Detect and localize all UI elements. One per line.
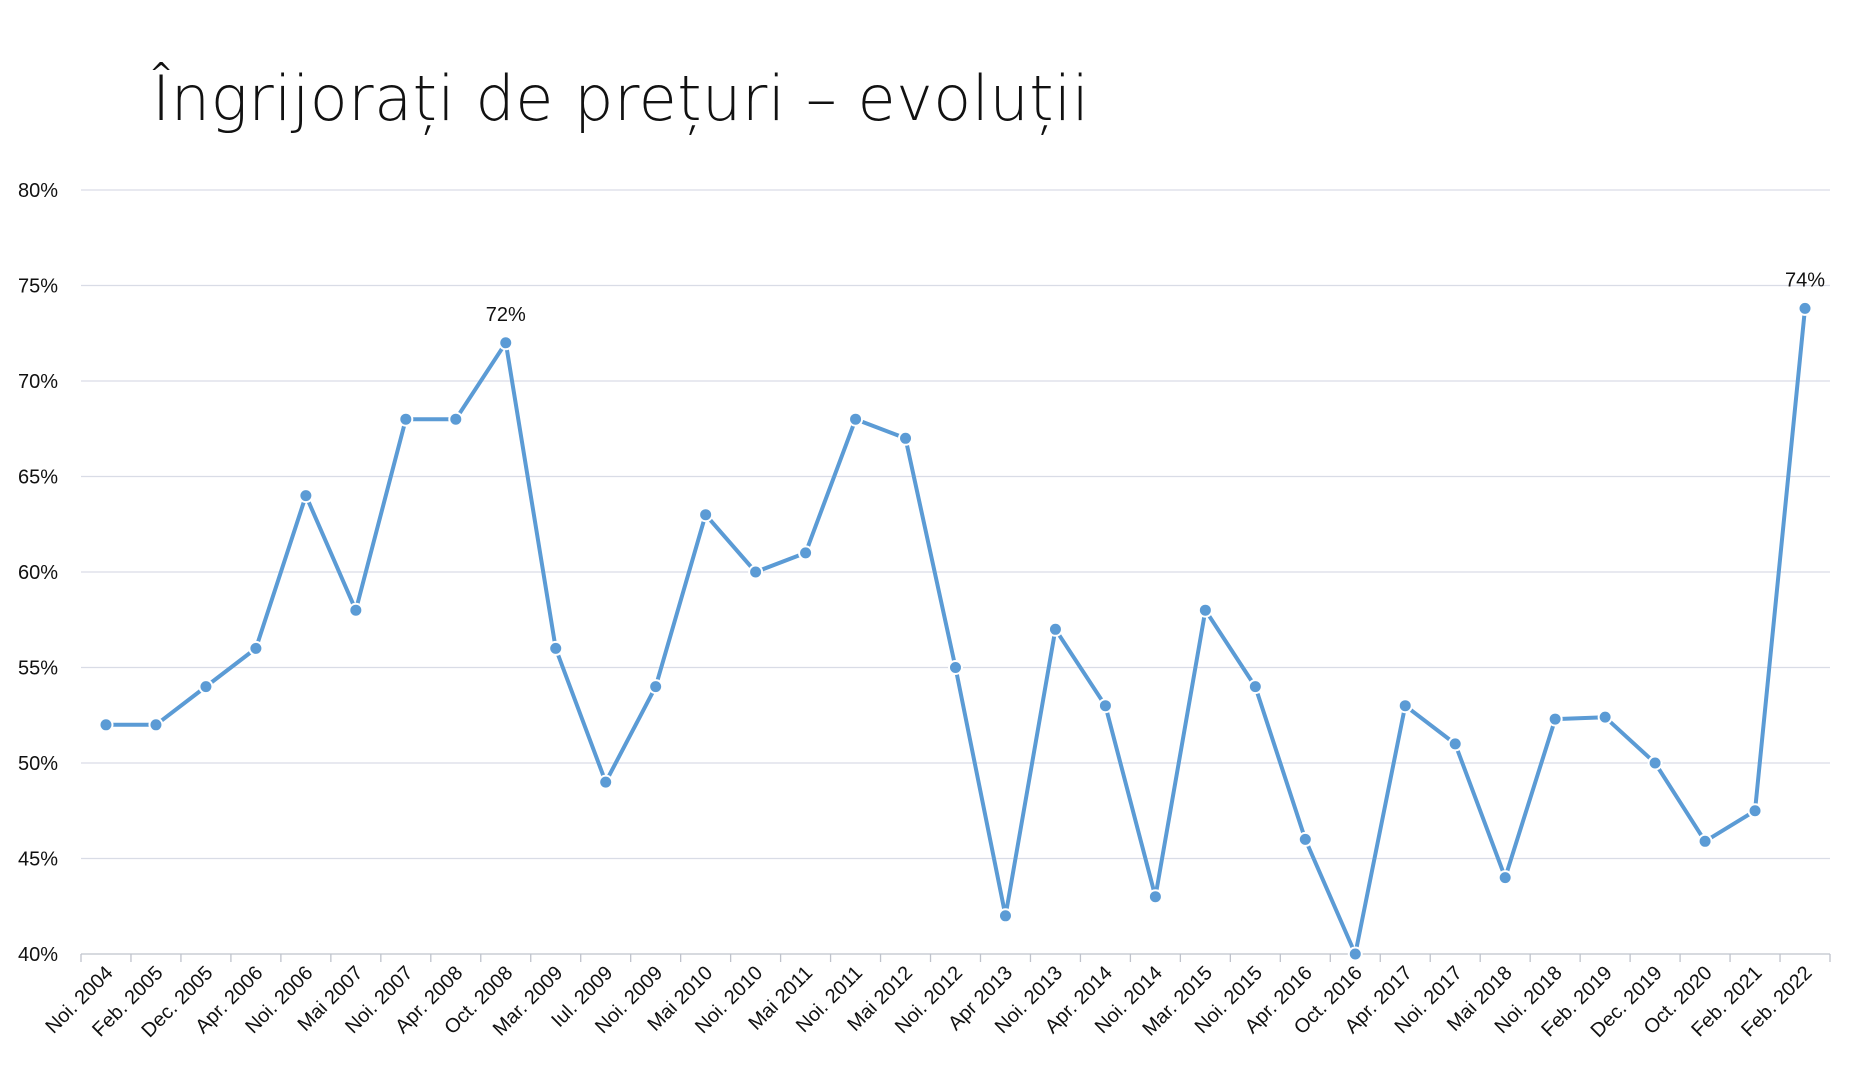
series-line-layer [104, 306, 1807, 956]
data-point [948, 660, 963, 675]
data-point [1097, 698, 1113, 714]
data-point [98, 717, 114, 733]
y-tick-label: 80% [18, 180, 58, 202]
data-point [1547, 711, 1563, 727]
series-points [98, 300, 1813, 962]
data-label: 72% [486, 304, 526, 326]
data-point [748, 564, 764, 580]
data-point [148, 717, 164, 733]
data-point [1447, 736, 1463, 752]
data-point [848, 411, 864, 427]
data-point [1147, 889, 1163, 905]
data-point [298, 488, 314, 504]
data-point [798, 545, 814, 561]
data-point [898, 430, 914, 446]
data-point [698, 507, 714, 523]
data-point [1497, 870, 1513, 886]
data-label: 74% [1785, 269, 1825, 291]
y-tick-label: 75% [18, 276, 58, 298]
data-point [548, 640, 564, 656]
y-tick-label: 65% [18, 467, 58, 489]
data-point [1797, 300, 1813, 316]
data-point [1297, 831, 1313, 847]
chart-title: Îngrijorați de prețuri – evoluții [152, 62, 1090, 135]
data-labels: 72% 74% [486, 269, 1826, 325]
data-point [448, 411, 464, 427]
data-point [648, 679, 664, 695]
data-point [1397, 698, 1413, 714]
data-point [1747, 803, 1763, 819]
data-point [1197, 602, 1213, 618]
y-tick-label: 45% [18, 849, 58, 871]
data-point [1697, 833, 1713, 849]
data-point [498, 335, 514, 351]
data-point [1347, 946, 1363, 962]
data-point [1247, 679, 1263, 695]
data-point [348, 602, 364, 618]
data-point [198, 679, 214, 695]
y-tick-label: 60% [18, 562, 58, 584]
data-point [1597, 709, 1613, 725]
x-axis [80, 953, 1831, 962]
y-tick-label: 50% [18, 753, 58, 775]
data-point [398, 411, 414, 427]
gridlines [81, 189, 1830, 860]
data-point [1047, 621, 1063, 637]
y-tick-label: 70% [18, 371, 58, 393]
data-point [598, 774, 614, 790]
series-line [104, 306, 1807, 956]
data-point [248, 640, 264, 656]
y-axis-ticks: 40% 45% 50% 55% 60% 65% 70% 75% 80% [18, 180, 58, 966]
y-tick-label: 55% [18, 658, 58, 680]
data-point [997, 908, 1013, 924]
data-point [1647, 755, 1663, 771]
y-tick-label: 40% [18, 944, 58, 966]
